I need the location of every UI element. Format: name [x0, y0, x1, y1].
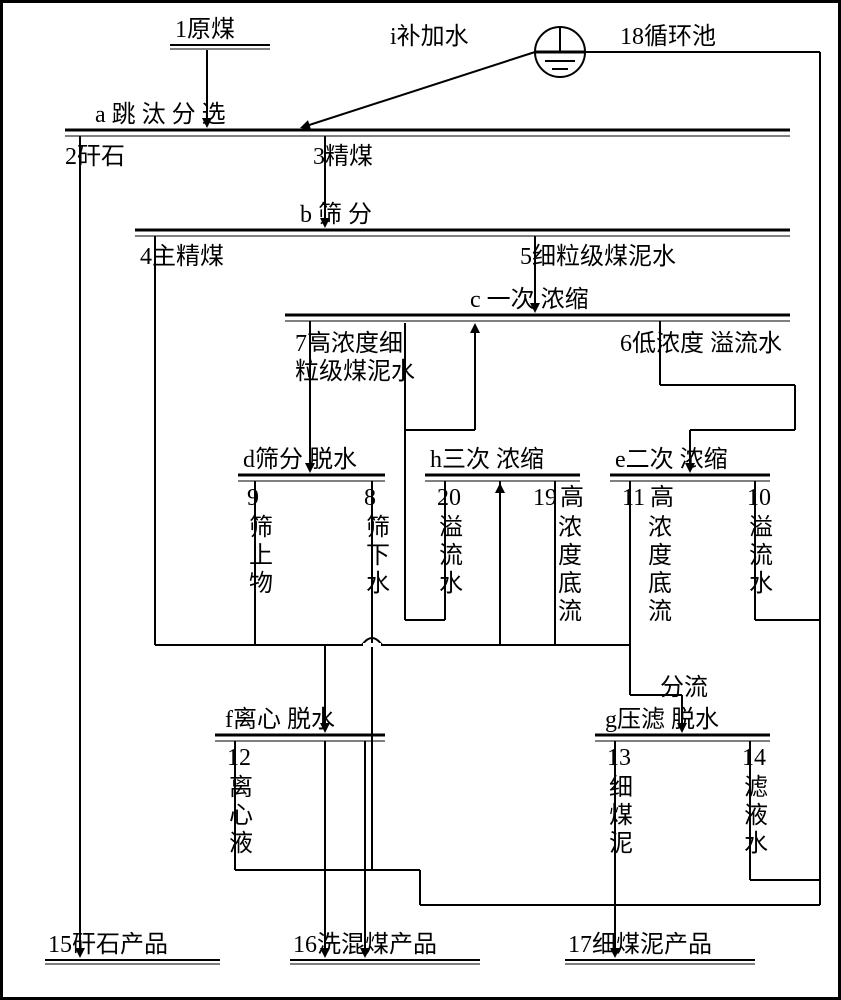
svg-text:筛: 筛	[249, 514, 273, 541]
label-2: 2矸石	[65, 144, 125, 170]
label-7a: 7高浓度细	[295, 330, 403, 357]
label-split: 分流	[660, 674, 708, 701]
svg-text:底: 底	[558, 570, 582, 597]
svg-text:高: 高	[560, 484, 584, 511]
svg-text:9: 9	[247, 485, 259, 511]
label-b: b 筛 分	[300, 201, 372, 228]
svg-text:度: 度	[558, 542, 582, 569]
svg-text:水: 水	[366, 570, 390, 597]
svg-text:流: 流	[439, 542, 463, 569]
svg-text:底: 底	[648, 570, 672, 597]
label-18: 18循环池	[620, 23, 716, 50]
svg-text:流: 流	[648, 598, 672, 625]
svg-text:细: 细	[609, 774, 633, 801]
svg-text:8: 8	[364, 485, 376, 511]
svg-text:心: 心	[229, 803, 253, 829]
svg-text:滤: 滤	[744, 774, 768, 801]
label-15: 15矸石产品	[48, 931, 168, 958]
label-6: 6低浓度 溢流水	[620, 330, 782, 357]
svg-text:12: 12	[227, 745, 251, 771]
label-g: g压滤 脱水	[605, 706, 719, 733]
svg-text:13: 13	[607, 745, 631, 771]
svg-text:浓: 浓	[648, 514, 672, 541]
svg-text:溢: 溢	[439, 514, 463, 541]
svg-text:煤: 煤	[609, 802, 633, 829]
svg-text:液: 液	[744, 802, 768, 829]
label-5: 5细粒级煤泥水	[520, 243, 676, 270]
svg-text:流: 流	[558, 598, 582, 625]
svg-text:11: 11	[622, 485, 645, 511]
svg-text:14: 14	[742, 745, 766, 771]
label-c: c 一次 浓缩	[470, 286, 589, 313]
svg-text:浓: 浓	[558, 514, 582, 541]
svg-text:水: 水	[439, 570, 463, 597]
label-3: 3精煤	[313, 143, 373, 170]
svg-text:物: 物	[249, 570, 273, 597]
svg-text:粒级煤泥水: 粒级煤泥水	[295, 358, 415, 385]
svg-text:溢: 溢	[749, 514, 773, 541]
svg-text:20: 20	[437, 485, 461, 511]
label-f: f离心 脱水	[225, 706, 335, 733]
label-16: 16洗混煤产品	[293, 931, 437, 958]
label-i: i补加水	[390, 23, 469, 50]
svg-text:高: 高	[650, 484, 674, 511]
svg-text:水: 水	[744, 830, 768, 857]
svg-text:流: 流	[749, 542, 773, 569]
svg-text:水: 水	[749, 570, 773, 597]
svg-text:筛: 筛	[366, 514, 390, 541]
svg-text:19: 19	[533, 485, 557, 511]
label-h: h三次 浓缩	[430, 446, 544, 473]
svg-text:离: 离	[229, 774, 253, 801]
svg-text:液: 液	[229, 830, 253, 857]
svg-text:下: 下	[366, 543, 390, 569]
svg-text:泥: 泥	[609, 830, 633, 857]
label-1: 1原煤	[175, 16, 235, 43]
label-a: a 跳 汰 分 选	[95, 101, 226, 128]
label-4: 4主精煤	[140, 243, 224, 270]
svg-text:10: 10	[747, 485, 771, 511]
label-d: d筛分 脱水	[243, 446, 357, 473]
svg-text:上: 上	[249, 542, 273, 569]
label-e: e二次 浓缩	[615, 446, 728, 473]
svg-text:度: 度	[648, 542, 672, 569]
label-17: 17细煤泥产品	[568, 931, 712, 958]
